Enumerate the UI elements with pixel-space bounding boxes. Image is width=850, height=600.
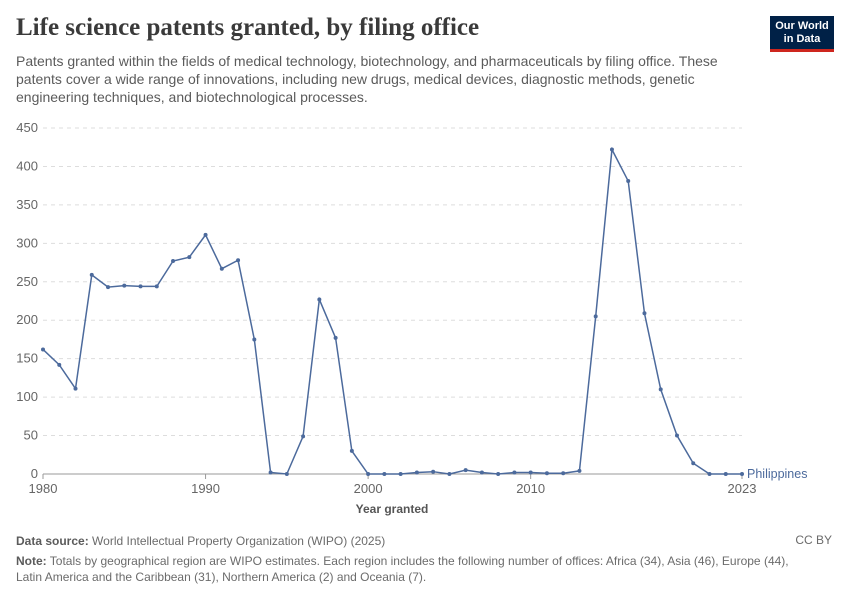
data-point[interactable]: [301, 434, 306, 439]
data-point[interactable]: [593, 314, 598, 319]
data-point[interactable]: [707, 472, 712, 476]
data-point[interactable]: [122, 283, 127, 288]
x-tick-label: 2000: [354, 481, 383, 496]
data-point[interactable]: [496, 472, 501, 476]
data-point[interactable]: [41, 347, 45, 352]
chart-subtitle: Patents granted within the fields of med…: [16, 53, 718, 105]
data-point[interactable]: [171, 259, 176, 264]
y-tick-label: 200: [16, 312, 38, 327]
y-tick-label: 350: [16, 197, 38, 212]
data-point[interactable]: [268, 470, 273, 475]
data-point[interactable]: [73, 386, 78, 391]
x-axis-ticks: 1980 1990 2000 2010 2023: [29, 474, 757, 496]
data-point[interactable]: [577, 468, 582, 473]
logo-line-1: Our World: [775, 20, 829, 32]
series-line-philippines[interactable]: [42, 146, 742, 475]
data-point[interactable]: [691, 461, 696, 466]
data-point[interactable]: [219, 266, 224, 271]
data-source-label: Data source:: [16, 534, 89, 548]
data-point[interactable]: [106, 285, 111, 290]
data-point[interactable]: [138, 284, 143, 289]
data-point[interactable]: [512, 470, 517, 475]
data-point[interactable]: [236, 258, 241, 263]
data-point[interactable]: [463, 468, 468, 473]
license-link[interactable]: CC BY: [795, 533, 832, 547]
x-tick-label: 2010: [516, 481, 545, 496]
series-points: [41, 147, 744, 476]
y-tick-label: 100: [16, 389, 38, 404]
data-point[interactable]: [561, 471, 566, 476]
data-point[interactable]: [203, 232, 208, 237]
data-point[interactable]: [479, 470, 484, 475]
y-tick-label: 0: [31, 466, 38, 481]
data-point[interactable]: [284, 472, 289, 476]
data-point[interactable]: [447, 472, 452, 476]
data-point[interactable]: [89, 272, 94, 277]
data-point[interactable]: [366, 472, 371, 476]
y-axis-ticks: 0 50 100 150 200 250 300 350 400 450: [16, 120, 38, 481]
data-point[interactable]: [414, 470, 419, 475]
y-tick-label: 300: [16, 235, 38, 250]
data-point[interactable]: [154, 284, 159, 289]
owid-logo[interactable]: Our World in Data: [770, 16, 834, 52]
data-point[interactable]: [626, 179, 631, 184]
gridlines: [43, 127, 742, 475]
data-point[interactable]: [723, 472, 728, 476]
data-point[interactable]: [398, 472, 403, 476]
data-point[interactable]: [528, 470, 533, 475]
x-tick-label: 2023: [728, 481, 757, 496]
data-point[interactable]: [642, 311, 647, 316]
data-point[interactable]: [740, 472, 744, 476]
data-point[interactable]: [57, 362, 62, 367]
data-point[interactable]: [674, 433, 679, 438]
data-point[interactable]: [658, 387, 663, 392]
note-label: Note:: [16, 554, 47, 568]
data-point[interactable]: [382, 472, 387, 476]
data-point[interactable]: [333, 335, 338, 340]
y-tick-label: 450: [16, 120, 38, 135]
data-point[interactable]: [349, 448, 354, 453]
y-tick-label: 250: [16, 274, 38, 289]
y-tick-label: 150: [16, 351, 38, 366]
y-tick-label: 50: [24, 428, 38, 443]
footer-note: Note: Totals by geographical region are …: [16, 553, 816, 585]
note-text: Totals by geographical region are WIPO e…: [16, 554, 789, 584]
chart-title: Life science patents granted, by filing …: [16, 14, 480, 41]
data-source: Data source: World Intellectual Property…: [16, 533, 385, 549]
data-point[interactable]: [544, 471, 549, 476]
y-tick-label: 400: [16, 158, 38, 173]
data-point[interactable]: [187, 255, 192, 260]
logo-line-2: in Data: [783, 33, 821, 45]
x-tick-label: 1990: [191, 481, 220, 496]
data-point[interactable]: [317, 297, 322, 302]
data-point[interactable]: [252, 337, 257, 342]
x-tick-label: 1980: [29, 481, 58, 496]
data-point[interactable]: [609, 147, 614, 152]
x-axis-label: Year granted: [356, 502, 429, 516]
data-source-link[interactable]: World Intellectual Property Organization…: [92, 534, 386, 548]
series-label-philippines[interactable]: Philippines: [747, 467, 807, 481]
data-point[interactable]: [431, 469, 436, 474]
